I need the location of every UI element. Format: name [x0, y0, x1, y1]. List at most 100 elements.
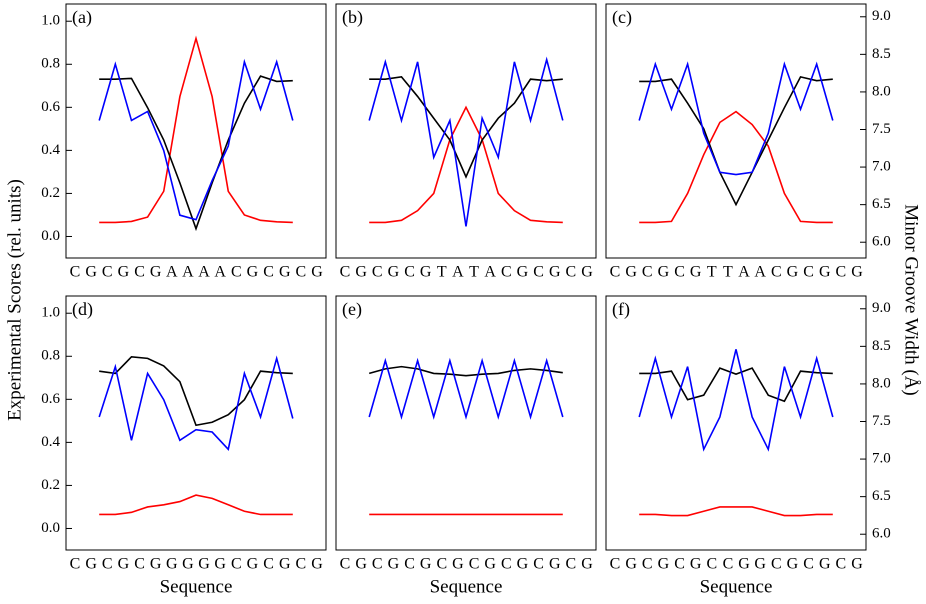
series-line [369, 105, 563, 224]
series-line [639, 75, 833, 207]
x-tick-label: G [819, 556, 831, 573]
x-tick-label: G [311, 556, 323, 573]
x-tick-label: G [452, 556, 464, 573]
y-axis-label: Experimental Scores (rel. units) [4, 179, 25, 421]
x-tick-label: A [738, 264, 750, 281]
x-tick-label: G [311, 264, 323, 281]
x-tick-label: G [625, 556, 637, 573]
y-tick-label: 0.2 [41, 477, 60, 493]
x-tick-label: C [296, 556, 307, 573]
y-tick-label: 0.8 [41, 348, 60, 364]
y2-tick-label: 7.0 [872, 451, 891, 467]
series-line [639, 110, 833, 224]
x-tick-label: A [166, 264, 178, 281]
x-tick-label: G [85, 556, 97, 573]
x-tick-label: A [214, 264, 226, 281]
x-tick-label: T [707, 264, 717, 281]
x-tick-label: G [851, 264, 863, 281]
y2-tick-label: 7.5 [872, 121, 891, 137]
x-tick-label: G [549, 264, 561, 281]
panel: 6.06.57.07.58.08.59.0C G C G C G C C G G C G C G C G(f)… [605, 295, 891, 597]
y-tick-label: 1.0 [41, 305, 60, 321]
series-line [99, 494, 293, 516]
x-tick-label: G [150, 556, 162, 573]
x-tick-label: G [118, 264, 130, 281]
panel-frame [335, 3, 597, 259]
x-tick-label: G [690, 556, 702, 573]
y2-tick-label: 8.0 [872, 375, 891, 391]
series-line [638, 349, 834, 452]
panel-label: (c) [612, 7, 632, 28]
x-tick-label: G [420, 264, 432, 281]
panel-label: (b) [342, 7, 363, 28]
x-tick-label: C [706, 556, 717, 573]
x-tick-label: C [340, 264, 351, 281]
x-tick-label: G [787, 264, 799, 281]
panel: 0.00.20.40.60.81.0C G C G C G G G G G C G C G C G(d)Seq… [41, 295, 327, 597]
y2-tick-label: 8.5 [872, 46, 891, 62]
x-tick-label: G [247, 556, 259, 573]
x-tick-label: G [166, 556, 178, 573]
panel-frame [65, 3, 327, 259]
panel: 6.06.57.07.58.08.59.0C G C G C G T T A A C G C G C G(c) [605, 3, 891, 281]
series-line [639, 367, 833, 403]
x-tick-label: C [723, 556, 734, 573]
panel-frame [65, 295, 327, 551]
y-tick-label: 0.6 [41, 391, 60, 407]
x-tick-label: C [404, 264, 415, 281]
series-line [369, 76, 563, 179]
x-tick-label: C [566, 556, 577, 573]
x-tick-label: G [738, 556, 750, 573]
x-tick-label: C [372, 264, 383, 281]
series-line [368, 56, 564, 227]
x-tick-label: G [279, 556, 291, 573]
series-line [638, 61, 834, 176]
x-tick-label: C [771, 264, 782, 281]
x-tick-label: G [214, 556, 226, 573]
x-tick-label: G [247, 264, 259, 281]
x-tick-label: G [658, 264, 670, 281]
x-tick-label: T [469, 264, 479, 281]
x-tick-label: C [501, 264, 512, 281]
panel-frame [605, 295, 867, 551]
x-tick-label: A [754, 264, 766, 281]
panel-label: (e) [342, 299, 362, 320]
y-tick-label: 1.0 [41, 13, 60, 29]
panel-frame [605, 3, 867, 259]
x-tick-label: A [182, 264, 194, 281]
y2-tick-label: 6.0 [872, 526, 891, 542]
series-line [99, 75, 293, 232]
panel: 0.00.20.40.60.81.0C G C G C G A A A A C G C G C G(a) [41, 3, 327, 281]
y-tick-label: 0.4 [41, 434, 60, 450]
x-tick-label: G [517, 264, 529, 281]
y-tick-label: 0.4 [41, 142, 60, 158]
x-tick-label: C [263, 264, 274, 281]
y-tick-label: 0.2 [41, 185, 60, 201]
x-axis-label: Sequence [700, 576, 773, 597]
x-tick-label: G [787, 556, 799, 573]
x-tick-label: C [102, 556, 113, 573]
x-tick-label: C [771, 556, 782, 573]
y2-tick-label: 6.5 [872, 488, 891, 504]
series-line [98, 58, 294, 221]
x-tick-label: G [198, 556, 210, 573]
y-tick-label: 0.0 [41, 228, 60, 244]
x-tick-label: G [549, 556, 561, 573]
x-tick-label: G [355, 264, 367, 281]
y2-axis-label: Minor Groove Width (Å) [901, 204, 922, 396]
x-tick-label: C [642, 556, 653, 573]
x-tick-label: C [231, 264, 242, 281]
x-tick-label: G [581, 556, 593, 573]
x-tick-label: T [437, 264, 447, 281]
x-tick-label: G [182, 556, 194, 573]
x-tick-label: A [452, 264, 464, 281]
x-tick-label: C [610, 264, 621, 281]
y-tick-label: 0.0 [41, 520, 60, 536]
y2-tick-label: 9.0 [872, 8, 891, 24]
x-tick-label: C [340, 556, 351, 573]
panel-frame [335, 295, 597, 551]
x-tick-label: C [533, 264, 544, 281]
x-tick-label: C [566, 264, 577, 281]
x-tick-label: C [836, 264, 847, 281]
